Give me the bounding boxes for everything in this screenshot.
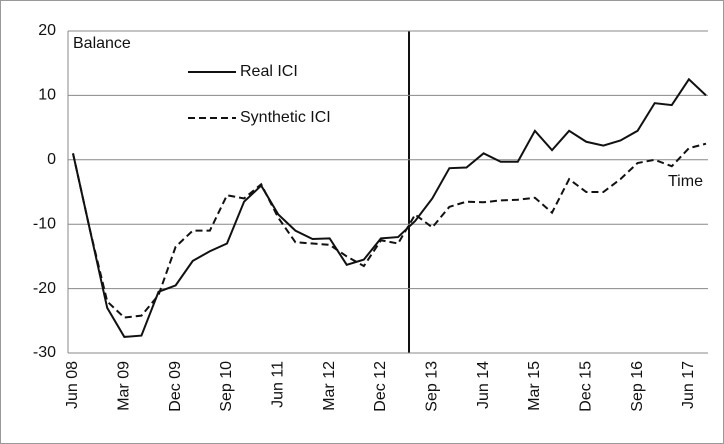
y-tick-label: -10 [33, 215, 56, 232]
x-tick-label: Dec 12 [372, 361, 389, 412]
line-series [72, 142, 707, 319]
x-tick-label: Jun 14 [475, 361, 492, 409]
x-axis-label: Time [668, 173, 703, 190]
y-tick-label: -30 [33, 344, 56, 361]
x-tick-label: Sep 16 [629, 361, 646, 412]
x-tick-label: Sep 10 [218, 361, 235, 412]
x-tick-label: Sep 13 [423, 361, 440, 412]
legend-label: Synthetic ICI [240, 109, 331, 126]
y-tick-label: -20 [33, 280, 56, 297]
x-tick-label: Jun 17 [680, 361, 697, 409]
x-tick-label: Mar 15 [526, 361, 543, 411]
x-tick-label: Jun 08 [64, 361, 81, 409]
y-tick-label: 20 [38, 22, 56, 39]
y-axis-label: Balance [73, 35, 131, 52]
legend-label: Real ICI [240, 63, 298, 80]
x-tick-label: Jun 11 [270, 361, 287, 408]
y-tick-label: 0 [47, 151, 56, 168]
line-series [72, 77, 707, 338]
y-tick-label: 10 [38, 87, 56, 104]
x-tick-label: Mar 12 [321, 361, 338, 411]
x-tick-label: Dec 09 [167, 361, 184, 412]
x-tick-label: Dec 15 [577, 361, 594, 412]
x-tick-label: Mar 09 [116, 361, 133, 411]
